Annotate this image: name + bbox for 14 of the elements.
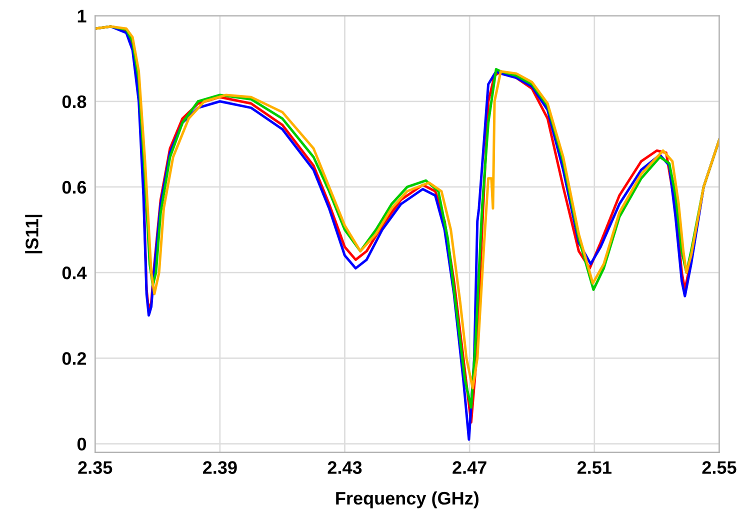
x-tick-label: 2.39 — [202, 461, 237, 474]
x-tick-label: 2.35 — [78, 461, 112, 474]
x-tick-label: 2.47 — [452, 461, 486, 474]
x-axis-title: Frequency (GHz) — [336, 491, 478, 508]
y-axis-title: |S11| — [25, 214, 42, 254]
x-tick-label: 2.43 — [328, 461, 362, 474]
x-tick-label: 2.51 — [577, 461, 612, 474]
x-tick-label: 2.55 — [702, 461, 736, 474]
y-tick-label: 0.8 — [62, 95, 86, 108]
y-tick-label: 0.4 — [62, 266, 87, 280]
y-tick-label: 1 — [78, 10, 86, 22]
y-tick-label: 0 — [77, 438, 86, 451]
y-tick-label: 0.6 — [62, 180, 86, 194]
y-tick-label: 0.2 — [62, 352, 86, 365]
